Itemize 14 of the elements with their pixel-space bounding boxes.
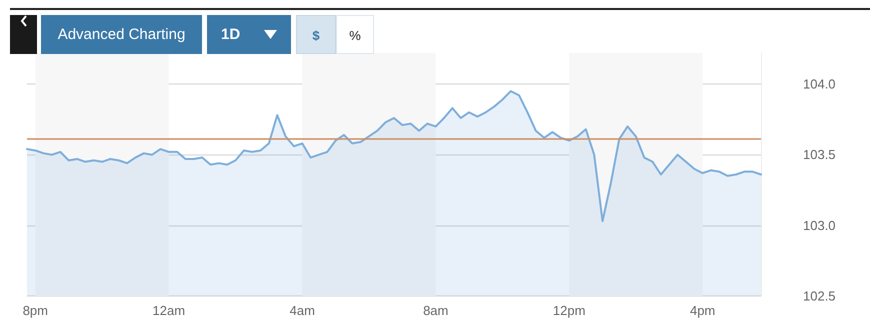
y-tick-label: 103.5: [803, 147, 836, 162]
x-tick-label: 8am: [423, 303, 448, 318]
x-tick-label: 12am: [152, 303, 186, 318]
y-tick-label: 102.5: [803, 288, 836, 304]
x-tick-label: 4am: [290, 303, 315, 318]
text: 1D: [207, 15, 291, 54]
y-tick-label: 103.0: [803, 218, 836, 233]
text: $: [296, 15, 336, 54]
x-tick-label: 4pm: [690, 303, 716, 318]
x-tick-label: 12pm: [552, 303, 586, 318]
y-tick-label: 104.0: [803, 76, 836, 92]
text: Advanced Charting: [41, 15, 202, 54]
x-tick-label: 8pm: [22, 303, 48, 318]
text: %: [336, 15, 374, 54]
